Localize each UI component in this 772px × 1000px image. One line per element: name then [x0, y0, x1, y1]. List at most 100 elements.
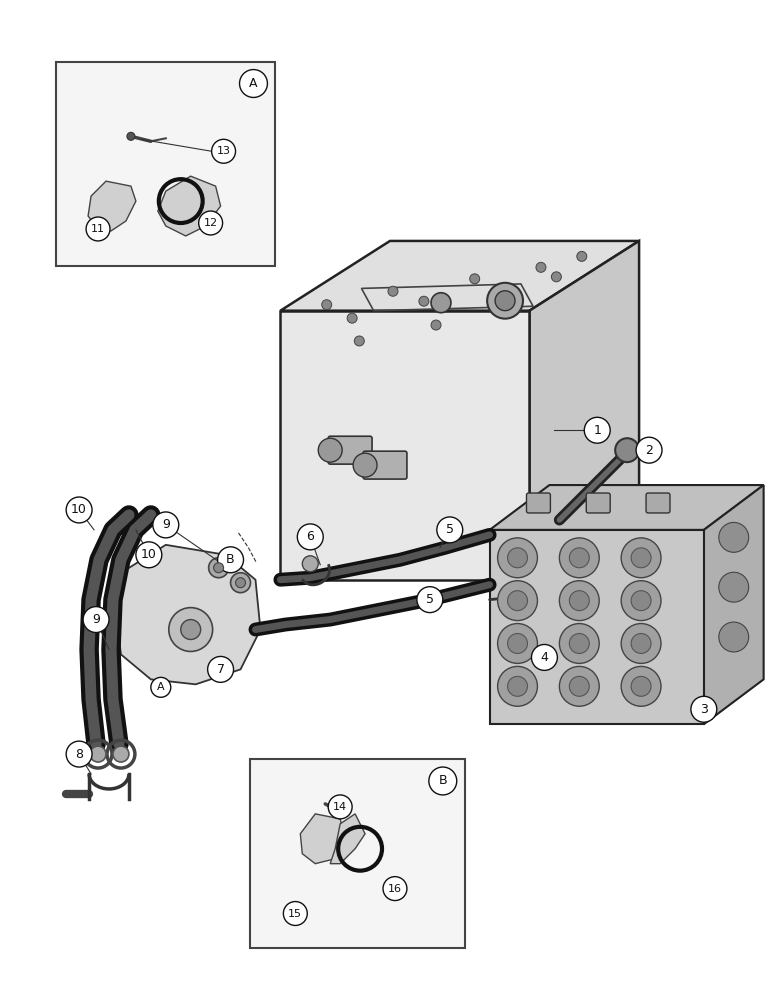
- Circle shape: [297, 524, 323, 550]
- Circle shape: [498, 624, 537, 663]
- Circle shape: [499, 283, 508, 293]
- Circle shape: [469, 274, 479, 284]
- Bar: [250, 759, 465, 948]
- Circle shape: [621, 581, 661, 621]
- Circle shape: [560, 581, 599, 621]
- Circle shape: [536, 262, 546, 272]
- Text: 12: 12: [204, 218, 218, 228]
- Circle shape: [621, 538, 661, 578]
- FancyBboxPatch shape: [328, 436, 372, 464]
- Circle shape: [569, 676, 589, 696]
- Circle shape: [719, 572, 749, 602]
- Text: 8: 8: [75, 748, 83, 761]
- Text: B: B: [438, 774, 447, 787]
- Text: 2: 2: [645, 444, 653, 457]
- Circle shape: [208, 558, 229, 578]
- Polygon shape: [88, 181, 136, 231]
- Text: 11: 11: [91, 224, 105, 234]
- Circle shape: [86, 217, 110, 241]
- Circle shape: [383, 877, 407, 901]
- Circle shape: [153, 512, 179, 538]
- Circle shape: [151, 677, 171, 697]
- Circle shape: [347, 313, 357, 323]
- Text: 10: 10: [71, 503, 87, 516]
- Circle shape: [621, 624, 661, 663]
- Circle shape: [437, 517, 462, 543]
- Circle shape: [498, 666, 537, 706]
- Text: 6: 6: [306, 530, 314, 543]
- Circle shape: [83, 607, 109, 633]
- Text: 14: 14: [333, 802, 347, 812]
- Circle shape: [615, 438, 639, 462]
- Text: 16: 16: [388, 884, 402, 894]
- Circle shape: [631, 634, 651, 653]
- Circle shape: [388, 286, 398, 296]
- Text: 5: 5: [445, 523, 454, 536]
- Circle shape: [66, 741, 92, 767]
- Circle shape: [328, 795, 352, 819]
- Circle shape: [531, 644, 557, 670]
- Circle shape: [214, 563, 224, 573]
- Circle shape: [498, 538, 537, 578]
- Circle shape: [569, 591, 589, 611]
- Circle shape: [283, 902, 307, 925]
- Circle shape: [212, 139, 235, 163]
- Text: B: B: [226, 553, 235, 566]
- Polygon shape: [280, 311, 530, 580]
- Circle shape: [691, 696, 717, 722]
- Circle shape: [419, 296, 428, 306]
- Circle shape: [569, 548, 589, 568]
- Circle shape: [353, 453, 377, 477]
- Circle shape: [231, 573, 250, 593]
- Circle shape: [431, 320, 441, 330]
- Circle shape: [584, 417, 610, 443]
- Polygon shape: [530, 241, 639, 580]
- Text: 7: 7: [217, 663, 225, 676]
- Circle shape: [303, 556, 318, 572]
- Text: 3: 3: [700, 703, 708, 716]
- Text: A: A: [249, 77, 258, 90]
- Circle shape: [560, 666, 599, 706]
- Circle shape: [322, 300, 332, 310]
- Circle shape: [198, 211, 222, 235]
- Circle shape: [113, 746, 129, 762]
- Polygon shape: [300, 814, 345, 864]
- Polygon shape: [330, 814, 365, 864]
- Circle shape: [719, 522, 749, 552]
- Circle shape: [495, 291, 515, 311]
- FancyBboxPatch shape: [527, 493, 550, 513]
- Text: 15: 15: [288, 909, 303, 919]
- Circle shape: [66, 497, 92, 523]
- Circle shape: [621, 666, 661, 706]
- Circle shape: [507, 591, 527, 611]
- Circle shape: [90, 746, 106, 762]
- Circle shape: [631, 548, 651, 568]
- Circle shape: [318, 438, 342, 462]
- Circle shape: [560, 624, 599, 663]
- Circle shape: [631, 591, 651, 611]
- Circle shape: [577, 251, 587, 261]
- Text: 10: 10: [141, 548, 157, 561]
- FancyBboxPatch shape: [363, 451, 407, 479]
- Bar: [56, 62, 276, 266]
- Circle shape: [239, 70, 267, 97]
- Polygon shape: [489, 485, 764, 530]
- Circle shape: [631, 676, 651, 696]
- Circle shape: [181, 620, 201, 639]
- Circle shape: [569, 634, 589, 653]
- Polygon shape: [157, 176, 221, 236]
- Polygon shape: [116, 545, 260, 684]
- Circle shape: [218, 547, 243, 573]
- Circle shape: [431, 293, 451, 313]
- Text: A: A: [157, 682, 164, 692]
- Text: 5: 5: [426, 593, 434, 606]
- Circle shape: [487, 283, 523, 319]
- Circle shape: [127, 132, 135, 140]
- Circle shape: [636, 437, 662, 463]
- Circle shape: [498, 581, 537, 621]
- Circle shape: [417, 587, 443, 613]
- Text: 9: 9: [92, 613, 100, 626]
- Circle shape: [136, 542, 162, 568]
- Circle shape: [551, 272, 561, 282]
- Circle shape: [208, 656, 234, 682]
